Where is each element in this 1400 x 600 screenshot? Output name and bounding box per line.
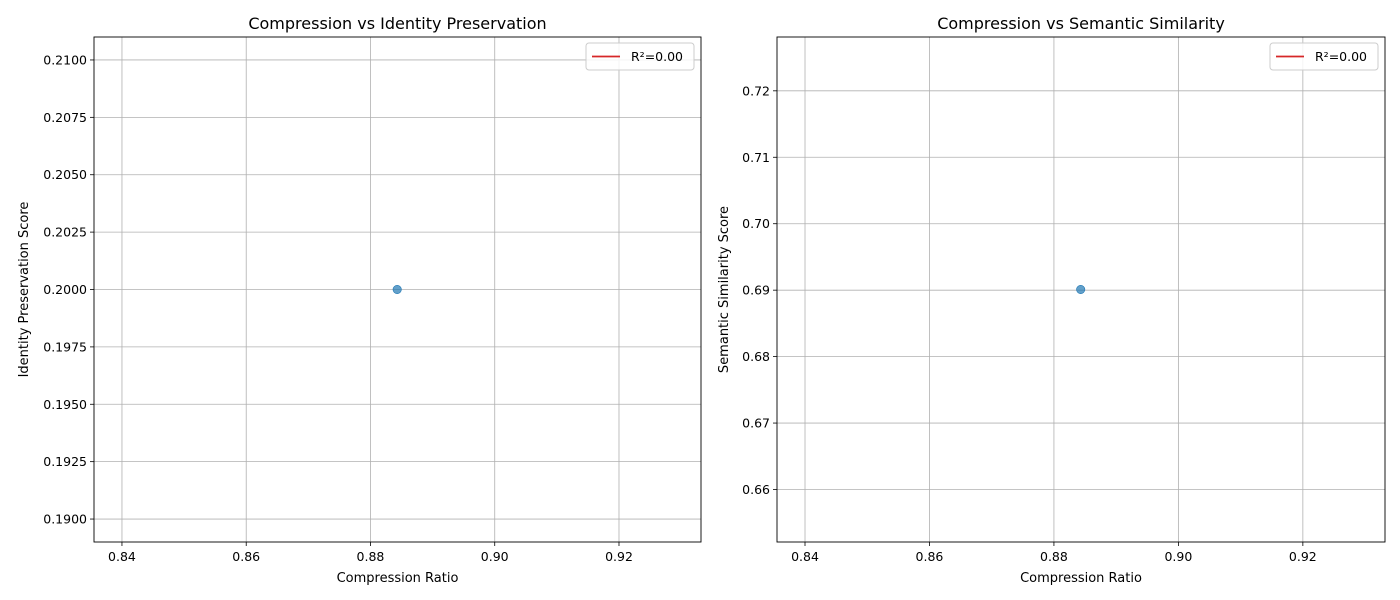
chart-title: Compression vs Identity Preservation [248,14,546,33]
legend-box [585,42,695,71]
x-tick-label: 0.88 [1040,549,1068,564]
x-tick-label: 0.90 [481,549,509,564]
y-tick-label: 0.68 [742,349,770,364]
x-tick-label: 0.92 [605,549,633,564]
y-tick-label: 0.1975 [43,339,87,354]
chart-identity-preservation: 0.84 0.86 0.88 0.90 0.92 0.1900 0.1925 0.1950 0.… [17,14,702,586]
legend-label: R²=0.00 [631,49,683,64]
y-tick-label: 0.70 [742,216,770,231]
chart-title: Compression vs Semantic Similarity [937,14,1225,33]
axes-frame [93,36,702,543]
x-tick-label: 0.90 [1164,549,1192,564]
y-tick-label: 0.67 [742,416,770,431]
axes-frame [776,36,1386,543]
x-tick-label: 0.88 [357,549,385,564]
y-tick-label: 0.2075 [43,110,87,125]
y-tick-label: 0.2100 [43,52,87,67]
y-tick-label: 0.1900 [43,512,87,527]
chart-semantic-similarity: 0.84 0.86 0.88 0.90 0.92 0.66 0.67 0.68 0.69 0.70… [717,14,1386,586]
y-tick-label: 0.69 [742,283,770,298]
y-axis-label: Semantic Similarity Score [717,206,732,373]
legend: R²=0.00 [585,42,695,71]
x-tick-label: 0.86 [916,549,944,564]
data-point [392,284,402,294]
data-point [1076,284,1086,294]
x-axis-label: Compression Ratio [1020,571,1142,586]
y-tick-label: 0.72 [742,83,770,98]
grid [777,37,1385,542]
legend-box [1269,42,1379,71]
x-axis-label: Compression Ratio [337,571,459,586]
x-tick-label: 0.86 [232,549,260,564]
y-tick-label: 0.1950 [43,397,87,412]
legend-label: R²=0.00 [1315,49,1367,64]
x-tick-label: 0.92 [1289,549,1317,564]
y-axis-label: Identity Preservation Score [17,202,32,378]
y-tick-label: 0.2025 [43,225,87,240]
y-tick-label: 0.66 [742,482,770,497]
x-tick-label: 0.84 [791,549,819,564]
y-tick-label: 0.1925 [43,454,87,469]
y-tick-label: 0.2000 [43,282,87,297]
legend: R²=0.00 [1269,42,1379,71]
y-tick-label: 0.71 [742,150,770,165]
x-tick-label: 0.84 [108,549,136,564]
y-tick-label: 0.2050 [43,167,87,182]
